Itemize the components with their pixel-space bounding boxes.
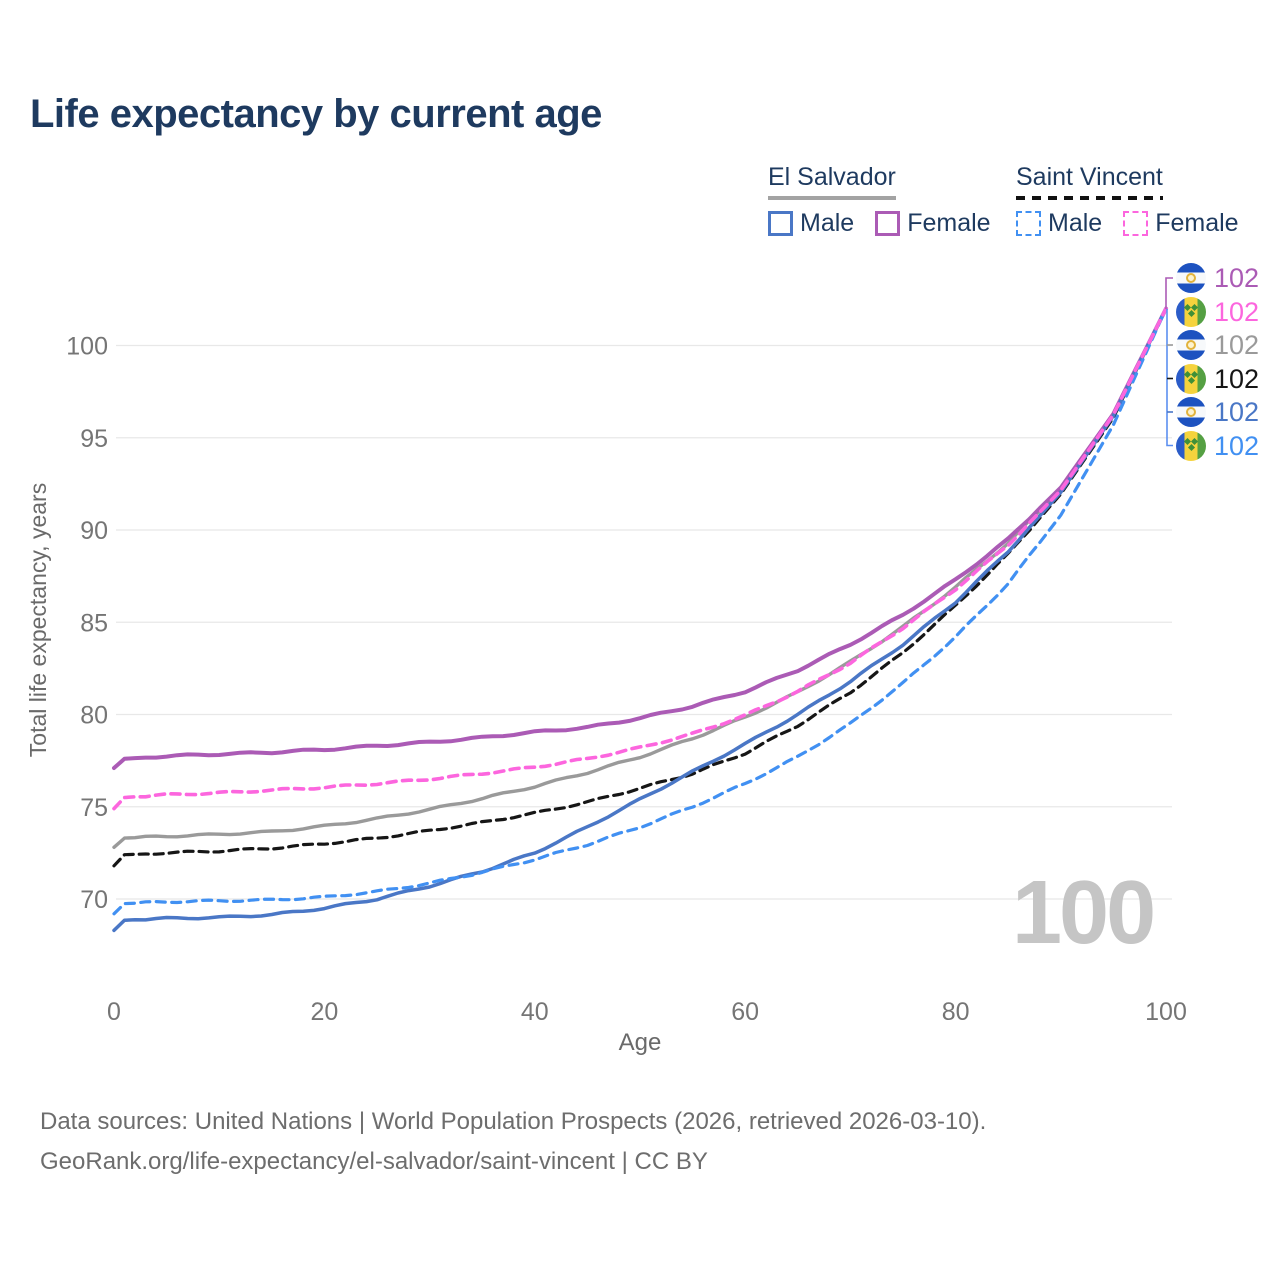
diamond-glyph	[1190, 303, 1199, 311]
leader-line-top	[1165, 277, 1173, 309]
y-tick-label: 80	[80, 702, 108, 730]
end-label-es-total: 102	[1176, 330, 1259, 360]
series-line-sv-total[interactable]	[112, 307, 1168, 868]
y-tick-label: 70	[80, 886, 108, 914]
legend-item-el-salvador-male[interactable]: Male	[768, 209, 854, 238]
end-label-sv-female: 102	[1176, 296, 1260, 327]
y-tick-label: 75	[80, 794, 108, 822]
legend-item-saint-vincent-female[interactable]: Female	[1123, 209, 1239, 238]
y-tick-label: 85	[80, 609, 108, 637]
x-tick-label: 100	[1145, 998, 1187, 1026]
page-title: Life expectancy by current age	[30, 92, 602, 136]
x-axis-title: Age	[619, 1029, 662, 1056]
end-value: 102	[1214, 397, 1260, 427]
legend-country-label[interactable]: Saint Vincent	[1016, 163, 1163, 200]
y-axis-title: Total life expectancy, years	[25, 483, 51, 757]
legend-item-label: Male	[800, 209, 855, 237]
end-value: 102	[1214, 296, 1260, 327]
x-tick-label: 80	[942, 998, 970, 1026]
age-counter-watermark: 100	[1012, 863, 1156, 963]
legend-swatch	[1016, 211, 1041, 236]
saint-vincent-flag-icon	[1176, 430, 1206, 461]
legend-item-saint-vincent-male[interactable]: Male	[1016, 209, 1102, 238]
legend-group-el-salvador: El Salvador Male Female	[768, 163, 991, 238]
legend-group-saint-vincent: Saint Vincent Male Female	[1016, 163, 1239, 238]
y-tick-label: 95	[80, 425, 108, 453]
y-tick-label: 100	[66, 333, 108, 361]
series-line-sv-male[interactable]	[112, 307, 1168, 916]
end-label-es-male: 102	[1176, 397, 1259, 427]
series-line-es-female[interactable]	[112, 306, 1168, 770]
series-line-es-total[interactable]	[112, 306, 1168, 849]
el-salvador-flag-icon	[1176, 330, 1206, 360]
leader-line-bottom	[1166, 309, 1173, 447]
saint-vincent-flag-icon	[1176, 296, 1206, 327]
legend-country-label[interactable]: El Salvador	[768, 163, 896, 200]
legend-linestyle-swatch	[768, 196, 896, 200]
end-value: 102	[1214, 330, 1260, 360]
legend-swatch	[875, 211, 901, 236]
saint-vincent-flag-icon	[1176, 363, 1206, 394]
footer-attribution: GeoRank.org/life-expectancy/el-salvador/…	[40, 1148, 708, 1175]
footer-sources: Data sources: United Nations | World Pop…	[40, 1108, 987, 1135]
legend-linestyle-swatch	[1016, 196, 1163, 200]
legend-item-label: Female	[1155, 209, 1239, 237]
el-salvador-flag-icon	[1176, 397, 1206, 427]
legend-item-el-salvador-female[interactable]: Female	[875, 209, 991, 238]
x-tick-label: 60	[731, 998, 759, 1026]
legend-swatch	[768, 211, 793, 236]
end-value: 102	[1214, 430, 1260, 461]
end-label-es-female: 102	[1176, 263, 1259, 293]
el-salvador-flag-icon	[1176, 263, 1206, 293]
diamond-glyph	[1190, 370, 1199, 378]
series-line-sv-female[interactable]	[112, 306, 1168, 811]
legend-swatch	[1123, 211, 1149, 236]
legend-item-label: Female	[907, 209, 991, 237]
x-tick-label: 40	[521, 998, 549, 1026]
x-tick-label: 0	[107, 998, 121, 1026]
x-tick-label: 20	[310, 998, 338, 1026]
end-label-sv-total: 102	[1176, 363, 1260, 394]
end-label-sv-male: 102	[1176, 430, 1260, 461]
diamond-glyph	[1190, 437, 1199, 445]
y-tick-label: 90	[80, 517, 108, 545]
legend-item-label: Male	[1048, 209, 1103, 237]
series-line-es-male[interactable]	[112, 306, 1168, 933]
end-value: 102	[1214, 363, 1260, 394]
end-value: 102	[1214, 263, 1260, 293]
